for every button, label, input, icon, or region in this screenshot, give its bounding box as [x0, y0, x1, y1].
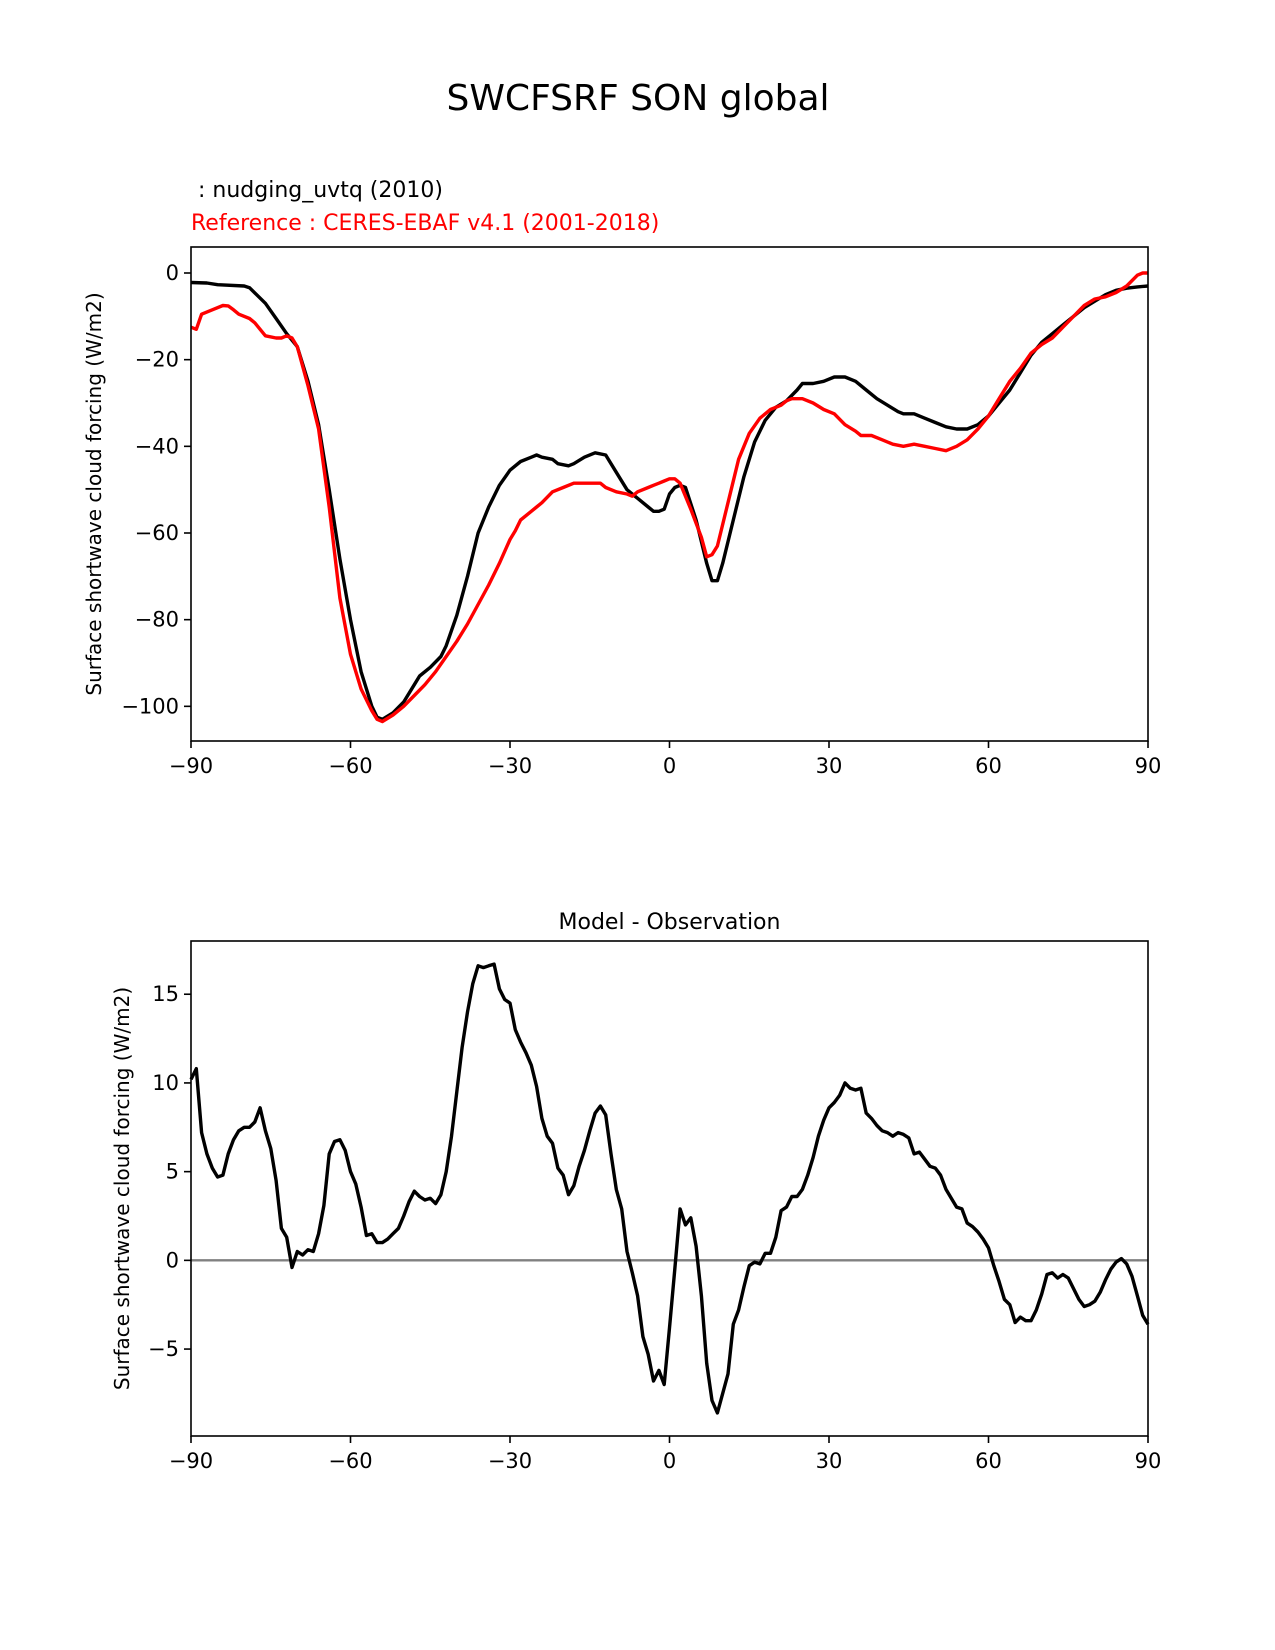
y-tick-label: −40 — [135, 434, 179, 458]
y-tick-label: 15 — [152, 982, 179, 1006]
x-tick-label: 60 — [975, 754, 1002, 778]
x-tick-label: −60 — [328, 754, 372, 778]
x-tick-label: 60 — [975, 1449, 1002, 1473]
y-tick-label: −5 — [148, 1337, 179, 1361]
x-tick-label: −90 — [169, 1449, 213, 1473]
series-line-test — [190, 280, 1149, 721]
y-tick-label: 10 — [152, 1071, 179, 1095]
y-tick-label: −20 — [135, 348, 179, 372]
x-tick-label: 30 — [816, 1449, 843, 1473]
figure-title: SWCFSRF SON global — [446, 78, 829, 119]
y-tick-label: −60 — [135, 521, 179, 545]
y-tick-label: −100 — [121, 694, 179, 718]
y-tick-label: 0 — [166, 261, 179, 285]
series-line-reference — [190, 271, 1148, 724]
legend-test-label: : nudging_uvtq (2010) — [191, 178, 443, 203]
series-line-test — [189, 962, 1150, 1415]
y-tick-label: −80 — [135, 608, 179, 632]
bottom-panel: Model - Observation −90 −60 −30 0 30 60 90 15 10 5… — [110, 910, 1161, 1473]
x-tick-label: −60 — [328, 1449, 372, 1473]
legend-ref-label: Reference : CERES-EBAF v4.1 (2001-2018) — [191, 211, 659, 236]
plot-frame — [190, 940, 1149, 1437]
x-tick-label: 0 — [663, 1449, 676, 1473]
y-axis-label: Surface shortwave cloud forcing (W/m2) — [110, 987, 134, 1390]
x-tick-label: −30 — [488, 754, 532, 778]
subplot-title: Model - Observation — [559, 910, 781, 935]
x-tick-label: −30 — [488, 1449, 532, 1473]
x-tick-label: 0 — [663, 754, 676, 778]
x-tick-label: 90 — [1135, 1449, 1162, 1473]
y-axis-label: Surface shortwave cloud forcing (W/m2) — [82, 292, 106, 695]
x-tick-label: 90 — [1135, 754, 1162, 778]
y-tick-label: 5 — [166, 1160, 179, 1184]
x-tick-label: −90 — [169, 754, 213, 778]
top-panel: −90 −60 −30 0 30 60 90 0 −20 −40 −60 −80 −100 Surface… — [82, 246, 1162, 778]
x-tick-label: 30 — [816, 754, 843, 778]
y-tick-label: 0 — [166, 1248, 179, 1272]
